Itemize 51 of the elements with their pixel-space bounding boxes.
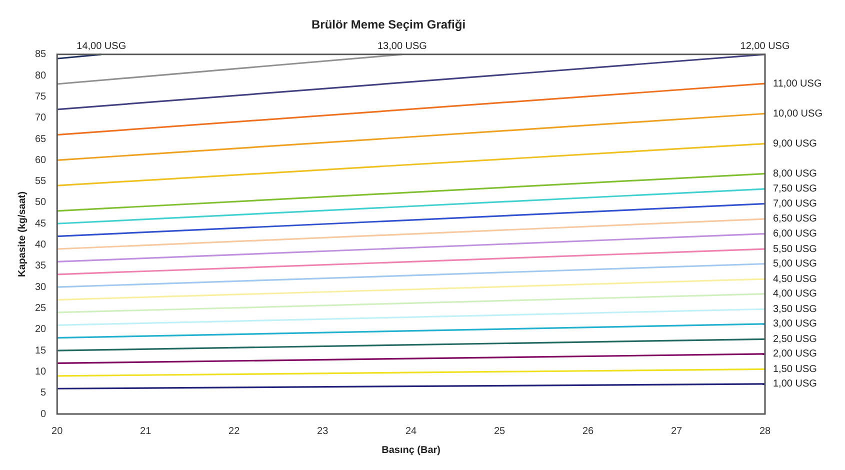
series-label: 1,00 USG bbox=[773, 378, 818, 390]
y-tick-label: 50 bbox=[35, 197, 47, 208]
series-label: 10,00 USG bbox=[773, 108, 823, 120]
series-label: 2,50 USG bbox=[773, 334, 818, 345]
y-tick-label: 40 bbox=[35, 240, 47, 251]
y-tick-label: 0 bbox=[40, 408, 47, 420]
y-tick-label: 15 bbox=[35, 345, 47, 356]
y-tick-label: 25 bbox=[35, 302, 47, 314]
y-axis-title: Kapasite (kg/saat) bbox=[16, 191, 28, 277]
series-label: 6,00 USG bbox=[773, 228, 818, 240]
y-tick-label: 30 bbox=[35, 282, 47, 293]
y-tick-label: 70 bbox=[35, 112, 47, 124]
y-tick-label: 60 bbox=[35, 154, 47, 166]
y-tick-label: 80 bbox=[35, 70, 47, 82]
series-label: 12,00 USG bbox=[740, 41, 790, 52]
y-tick-label: 65 bbox=[35, 134, 47, 145]
x-tick-label: 28 bbox=[759, 426, 771, 437]
series-label: 7,50 USG bbox=[773, 184, 818, 195]
series-label: 14,00 USG bbox=[76, 41, 126, 52]
y-tick-label: 85 bbox=[35, 49, 47, 60]
y-tick-label: 35 bbox=[35, 260, 47, 272]
chart-title: Brülör Meme Seçim Grafiği bbox=[311, 18, 466, 32]
x-tick-label: 27 bbox=[670, 426, 683, 437]
series-label: 2,00 USG bbox=[773, 348, 818, 360]
series-label: 5,50 USG bbox=[773, 244, 818, 255]
series-label: 3,00 USG bbox=[773, 318, 818, 330]
series-label: 13,00 USG bbox=[377, 41, 428, 52]
x-tick-label: 22 bbox=[228, 426, 240, 437]
x-tick-label: 26 bbox=[582, 426, 594, 437]
x-tick-label: 25 bbox=[494, 426, 506, 437]
series-label: 1,50 USG bbox=[773, 364, 818, 375]
x-tick-label: 21 bbox=[140, 426, 152, 437]
series-label: 9,00 USG bbox=[773, 138, 818, 150]
series-label: 6,50 USG bbox=[773, 214, 818, 225]
series-label: 8,00 USG bbox=[773, 168, 818, 180]
y-tick-label: 10 bbox=[35, 366, 47, 378]
y-tick-label: 75 bbox=[35, 91, 47, 102]
x-tick-label: 24 bbox=[406, 426, 418, 437]
series-label: 3,50 USG bbox=[773, 304, 818, 315]
y-tick-label: 45 bbox=[35, 218, 47, 230]
series-label: 11,00 USG bbox=[773, 78, 822, 90]
series-label: 4,50 USG bbox=[773, 274, 818, 285]
y-tick-label: 55 bbox=[35, 176, 47, 188]
x-axis-title: Basınç (Bar) bbox=[382, 444, 441, 456]
y-tick-label: 5 bbox=[40, 388, 47, 399]
y-tick-label: 20 bbox=[35, 324, 47, 336]
series-label: 7,00 USG bbox=[773, 198, 818, 210]
series-label: 5,00 USG bbox=[773, 258, 818, 270]
x-tick-label: 23 bbox=[317, 426, 329, 437]
series-label: 4,00 USG bbox=[773, 288, 818, 300]
x-tick-label: 20 bbox=[52, 426, 64, 437]
